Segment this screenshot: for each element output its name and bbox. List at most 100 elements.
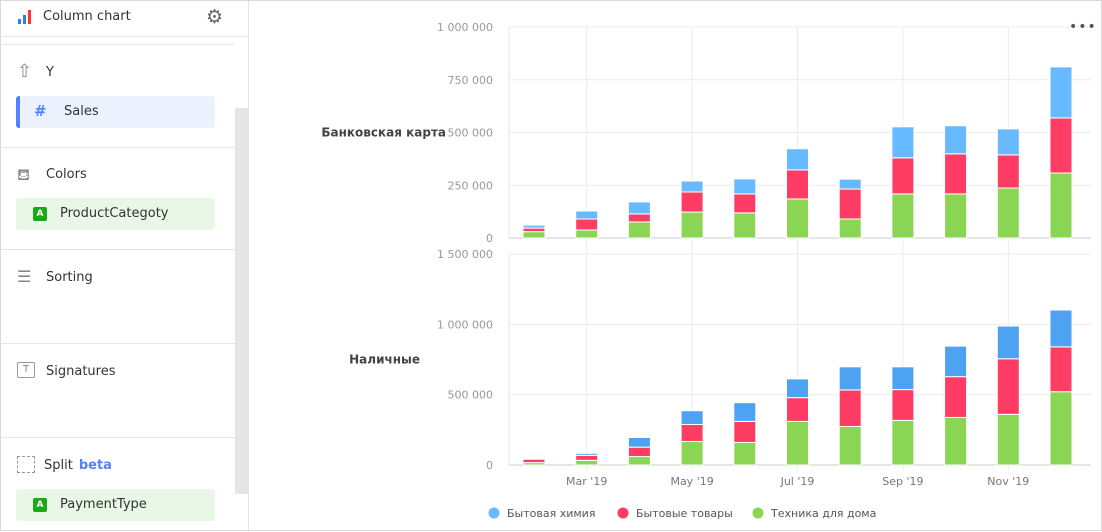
text-icon: T: [17, 362, 35, 378]
bar-segment[interactable]: [680, 441, 704, 466]
bar-segment[interactable]: [627, 456, 651, 466]
bar-segment[interactable]: [575, 454, 599, 461]
y-tick-label: 0: [486, 459, 493, 472]
y-tick-label: 0: [486, 232, 493, 245]
field-chip-productcategory[interactable]: A ProductCategoty: [16, 198, 215, 230]
bar-segment[interactable]: [627, 213, 651, 223]
x-tick-label: Nov '19: [987, 475, 1029, 488]
section-label: Y: [46, 65, 54, 80]
bar-segment[interactable]: [733, 441, 757, 466]
bar-segment[interactable]: [786, 378, 809, 399]
bar-segment[interactable]: [627, 436, 651, 448]
gear-icon[interactable]: ⚙: [206, 6, 224, 28]
bar-segment[interactable]: [891, 419, 915, 466]
bar-segment[interactable]: [786, 397, 809, 422]
bar-segment[interactable]: [786, 198, 809, 239]
bar-segment[interactable]: [627, 221, 651, 239]
bar-segment[interactable]: [522, 231, 546, 239]
bar-segment[interactable]: [944, 416, 968, 466]
bar-segment[interactable]: [1049, 346, 1073, 393]
bar-segment[interactable]: [786, 148, 809, 171]
legend-item[interactable]: Техника для дома: [770, 507, 876, 520]
bar-segment[interactable]: [1049, 172, 1073, 239]
bar-segment[interactable]: [733, 178, 757, 195]
arrow-up-icon: ⇧: [17, 61, 33, 82]
bar-segment[interactable]: [996, 187, 1020, 239]
bar-segment[interactable]: [996, 413, 1020, 466]
y-tick-label: 250 000: [448, 179, 494, 192]
legend-marker[interactable]: [617, 507, 629, 519]
bar-segment[interactable]: [575, 452, 599, 456]
y-tick-label: 500 000: [448, 389, 494, 402]
dimension-badge: A: [33, 207, 47, 221]
bar-segment[interactable]: [838, 218, 862, 239]
y-tick-label: 1 500 000: [437, 248, 493, 261]
y-tick-label: 750 000: [448, 74, 494, 87]
bar-segment[interactable]: [575, 218, 599, 231]
bar-segment[interactable]: [680, 180, 704, 193]
bar-segment[interactable]: [680, 410, 704, 425]
section-colors: ⛾ Colors A ProductCategoty: [1, 148, 235, 250]
bar-segment[interactable]: [944, 345, 968, 378]
bar-segment[interactable]: [680, 211, 704, 239]
bar-segment[interactable]: [733, 193, 757, 214]
bar-segment[interactable]: [786, 169, 809, 200]
bar-segment[interactable]: [1049, 117, 1073, 174]
field-label: PaymentType: [60, 497, 147, 512]
bar-segment[interactable]: [522, 224, 546, 229]
bar-segment[interactable]: [733, 420, 757, 443]
bar-segment[interactable]: [575, 210, 599, 220]
bar-segment[interactable]: [996, 325, 1020, 360]
panel-title: Наличные: [349, 353, 420, 367]
bar-segment[interactable]: [996, 128, 1020, 156]
bar-segment[interactable]: [838, 178, 862, 190]
bar-segment[interactable]: [575, 229, 599, 239]
bar-segment[interactable]: [522, 458, 546, 464]
bar-segment[interactable]: [1049, 391, 1073, 466]
bar-segment[interactable]: [627, 446, 651, 458]
legend-item[interactable]: Бытовая химия: [507, 507, 595, 520]
scrollbar[interactable]: [235, 108, 248, 494]
section-label: Colors: [46, 167, 87, 182]
bar-segment[interactable]: [733, 402, 757, 422]
bar-segment[interactable]: [891, 157, 915, 195]
x-tick-label: Sep '19: [882, 475, 923, 488]
bar-segment[interactable]: [891, 193, 915, 239]
bar-segment[interactable]: [996, 358, 1020, 415]
divider: [1, 44, 235, 45]
bar-segment[interactable]: [891, 389, 915, 421]
bar-segment[interactable]: [996, 154, 1020, 189]
bar-segment[interactable]: [891, 126, 915, 159]
field-chip-sales[interactable]: # Sales: [16, 96, 215, 128]
field-label: ProductCategoty: [60, 206, 169, 221]
chart-type-title[interactable]: Column chart: [43, 9, 131, 24]
sort-icon: ☰: [17, 267, 32, 286]
bar-segment[interactable]: [522, 227, 546, 233]
y-tick-label: 1 000 000: [437, 21, 493, 34]
bar-segment[interactable]: [1049, 66, 1073, 119]
section-sorting[interactable]: ☰ Sorting: [1, 250, 235, 344]
section-signatures[interactable]: T Signatures: [1, 344, 235, 438]
x-tick-label: May '19: [670, 475, 713, 488]
bar-segment[interactable]: [944, 153, 968, 195]
bar-segment[interactable]: [944, 193, 968, 239]
bar-segment[interactable]: [680, 423, 704, 443]
bar-segment[interactable]: [786, 420, 809, 466]
bar-segment[interactable]: [944, 376, 968, 418]
legend-item[interactable]: Бытовые товары: [636, 507, 733, 520]
bar-segment[interactable]: [575, 459, 599, 466]
legend-marker[interactable]: [488, 507, 500, 519]
bar-segment[interactable]: [1049, 309, 1073, 348]
more-options-icon[interactable]: •••: [1069, 19, 1097, 35]
bar-segment[interactable]: [733, 212, 757, 239]
bar-segment[interactable]: [627, 201, 651, 215]
legend-marker[interactable]: [752, 507, 764, 519]
bar-segment[interactable]: [944, 125, 968, 155]
bar-segment[interactable]: [891, 366, 915, 391]
field-chip-paymenttype[interactable]: A PaymentType: [16, 489, 215, 521]
bar-segment[interactable]: [680, 191, 704, 213]
bar-segment[interactable]: [838, 188, 862, 220]
bar-segment[interactable]: [838, 425, 862, 466]
bar-segment[interactable]: [838, 366, 862, 391]
bar-segment[interactable]: [838, 389, 862, 427]
